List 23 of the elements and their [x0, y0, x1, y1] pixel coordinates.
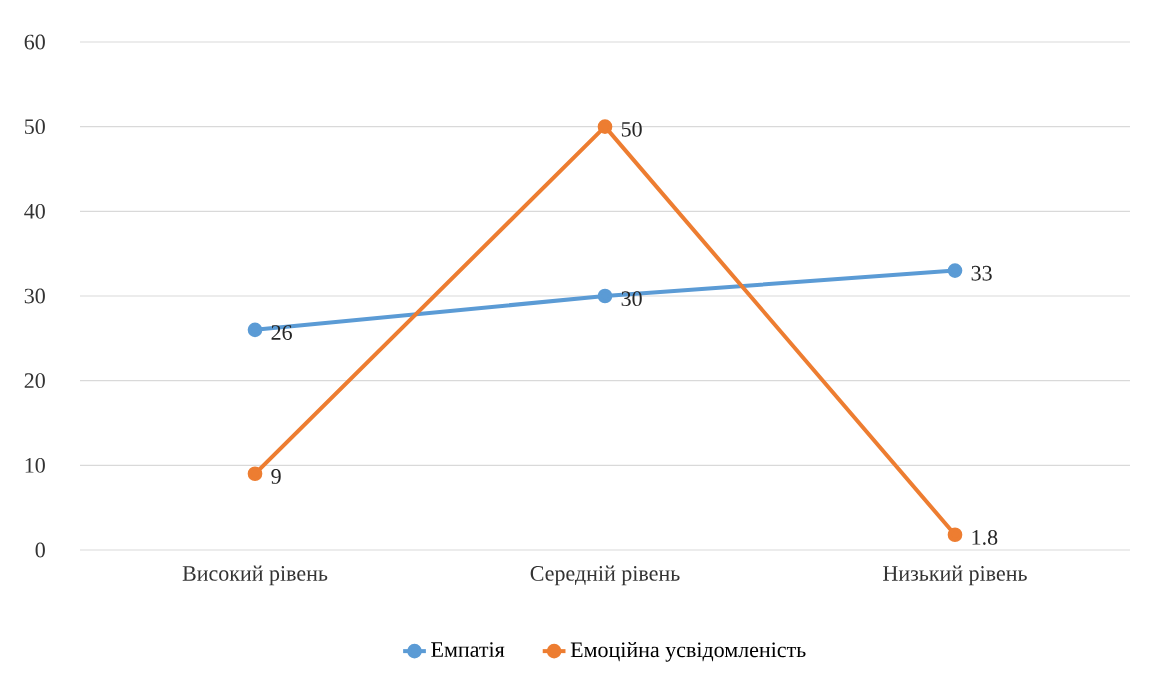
- point: [597, 288, 613, 304]
- y-tick-label: 0: [35, 542, 45, 558]
- x-tick-label: Середній рівень: [530, 565, 680, 586]
- y-tick-label: 50: [25, 119, 45, 135]
- y-tick-label: 60: [24, 34, 45, 50]
- y-tick-label: 20: [24, 373, 45, 389]
- data-label: 50: [621, 121, 642, 137]
- legend-label: Емоційна усвідомленість: [570, 641, 806, 662]
- data-label: 9: [271, 469, 281, 484]
- point: [247, 322, 263, 338]
- x-tick-label: Високий рівень: [182, 565, 328, 586]
- point: [947, 527, 963, 543]
- y-tick-label: 30: [24, 288, 45, 304]
- data-label: 1.8: [972, 529, 998, 545]
- legend-label: Емпатія: [431, 642, 505, 657]
- point: [947, 263, 963, 278]
- y-tick-label: 10: [25, 457, 45, 473]
- data-label: 33: [971, 265, 992, 281]
- y-tick-label: 40: [24, 203, 45, 219]
- point: [247, 466, 263, 482]
- data-label: 26: [271, 325, 292, 340]
- point: [597, 119, 613, 134]
- x-tick-label: Низький рівень: [883, 565, 1027, 586]
